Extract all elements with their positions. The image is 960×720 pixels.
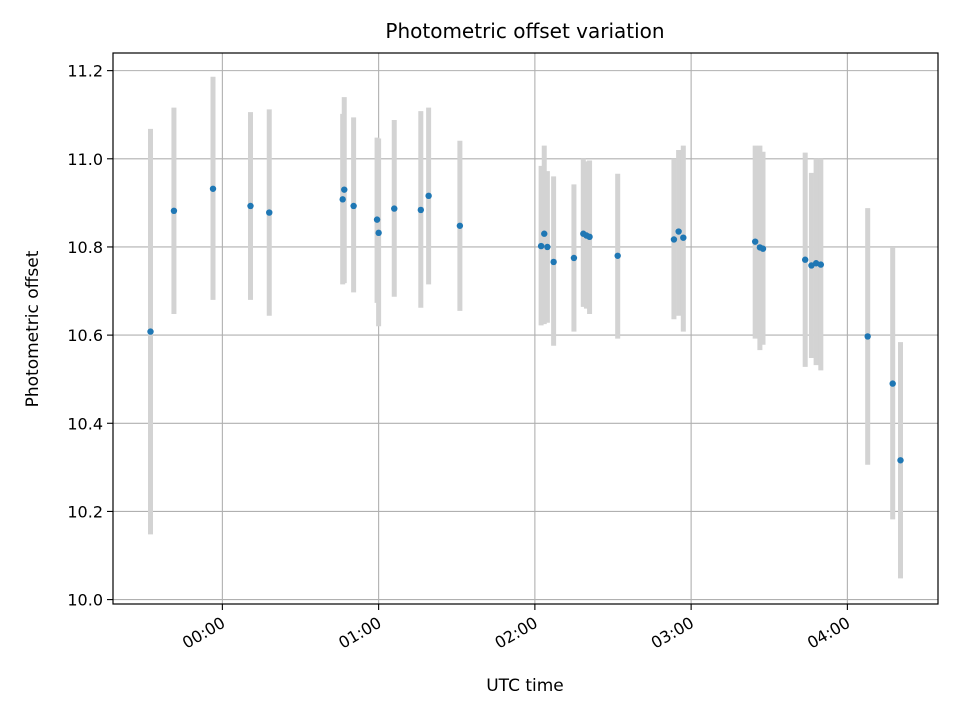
data-point: [680, 234, 687, 241]
plot-area-frame: [112, 52, 939, 605]
data-point: [759, 245, 767, 252]
x-axis-label: UTC time: [486, 676, 564, 696]
y-tick-label: 11.0: [67, 150, 103, 169]
y-axis-label: Photometric offset: [23, 250, 43, 407]
y-axis-ticks: 10.0 10.2 10.4 10.6 10.8 11.0 11.2: [67, 62, 113, 610]
x-tick-label: 01:00: [335, 613, 384, 653]
data-point: [675, 228, 682, 235]
data-point: [541, 230, 548, 237]
data-point: [864, 333, 871, 340]
data-point: [614, 252, 621, 259]
data-point: [889, 380, 896, 387]
chart-title: Photometric offset variation: [385, 19, 664, 43]
data-point: [425, 192, 432, 200]
data-points: [147, 185, 904, 464]
data-point: [817, 261, 825, 268]
y-tick-label: 10.6: [67, 326, 103, 345]
data-point: [266, 209, 273, 216]
data-point: [570, 254, 578, 262]
data-point: [373, 216, 381, 223]
error-bars: [148, 76, 903, 579]
x-tick-label: 04:00: [804, 613, 853, 653]
data-point: [537, 242, 545, 250]
y-tick-label: 11.2: [67, 62, 103, 81]
data-point: [170, 207, 178, 215]
y-tick-label: 10.8: [67, 238, 103, 257]
y-tick-label: 10.4: [67, 414, 103, 433]
x-tick-label: 00:00: [179, 613, 228, 653]
data-point: [350, 202, 357, 210]
y-tick-label: 10.2: [67, 502, 103, 521]
x-tick-label: 02:00: [491, 613, 540, 653]
data-point: [209, 185, 217, 192]
data-point: [147, 328, 154, 335]
data-point: [247, 202, 254, 210]
data-point: [801, 256, 809, 263]
data-point: [391, 205, 398, 212]
data-point: [341, 186, 348, 193]
x-tick-label: 03:00: [648, 613, 697, 653]
data-point: [375, 229, 382, 237]
data-point: [751, 238, 759, 245]
data-point: [417, 206, 425, 214]
data-point: [456, 222, 464, 229]
data-point: [544, 243, 551, 251]
data-point: [897, 457, 904, 464]
data-point: [670, 236, 678, 243]
data-point: [339, 196, 346, 203]
data-point: [586, 233, 593, 241]
x-axis-ticks: 00:00 01:00 02:00 03:00 04:00: [179, 604, 853, 653]
y-tick-label: 10.0: [67, 591, 103, 610]
data-point: [550, 258, 557, 266]
